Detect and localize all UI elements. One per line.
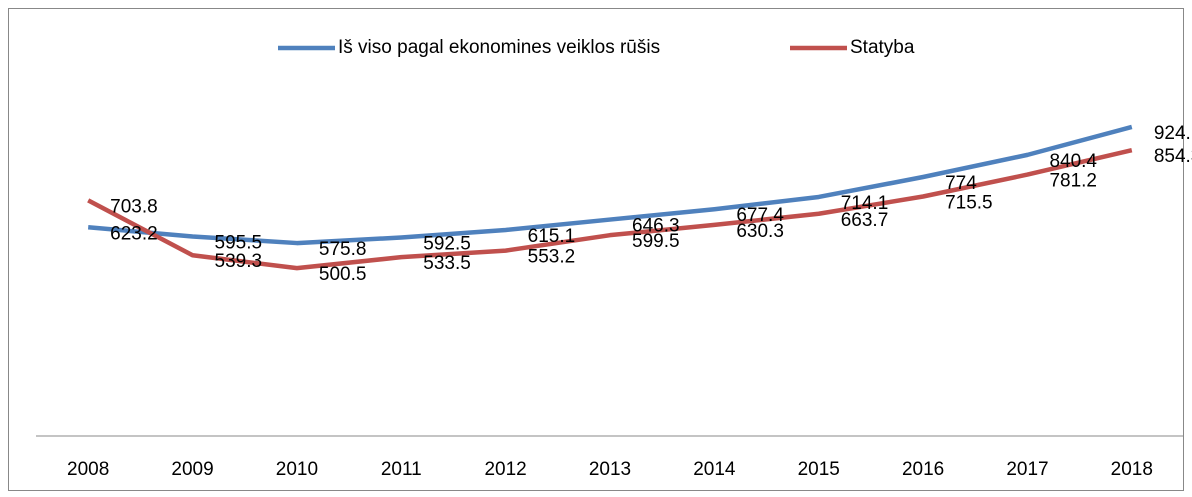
series-line — [87, 148, 1133, 271]
legend-label: Iš viso pagal ekonomines veiklos rūšis — [338, 37, 660, 58]
data-label: 553.2 — [528, 247, 576, 268]
x-tick-label: 2013 — [589, 459, 631, 480]
data-label: 854.3 — [1154, 146, 1192, 167]
x-tick-label: 2008 — [67, 459, 109, 480]
data-label: 592.5 — [423, 234, 471, 255]
data-label: 715.5 — [945, 193, 993, 214]
data-label: 646.3 — [632, 216, 680, 237]
data-label: 539.3 — [215, 251, 263, 272]
data-label: 703.8 — [110, 196, 158, 217]
data-label: 599.5 — [632, 231, 680, 252]
data-label: 714.1 — [841, 193, 889, 214]
legend-label: Statyba — [850, 37, 915, 58]
data-label: 630.3 — [736, 221, 784, 242]
data-label: 677.4 — [736, 205, 784, 226]
x-tick-label: 2018 — [1111, 459, 1153, 480]
x-tick-label: 2009 — [171, 459, 213, 480]
x-tick-label: 2016 — [902, 459, 944, 480]
data-label: 533.5 — [423, 253, 471, 274]
data-label: 500.5 — [319, 264, 367, 285]
x-tick-label: 2017 — [1006, 459, 1048, 480]
x-tick-label: 2015 — [798, 459, 840, 480]
data-label: 575.8 — [319, 239, 367, 260]
x-tick-label: 2011 — [381, 459, 422, 480]
data-label: 781.2 — [1049, 171, 1097, 192]
data-label: 924.1 — [1154, 123, 1192, 144]
data-label: 595.5 — [215, 233, 263, 254]
data-label: 623.2 — [110, 223, 158, 244]
x-tick-label: 2012 — [484, 459, 526, 480]
data-label: 615.1 — [528, 226, 576, 247]
data-label: 774 — [945, 173, 977, 194]
data-label: 840.4 — [1049, 151, 1097, 172]
x-tick-label: 2010 — [276, 459, 318, 480]
chart-border — [8, 8, 1184, 491]
series-line — [87, 124, 1133, 246]
x-tick-label: 2014 — [693, 459, 736, 480]
data-label: 663.7 — [841, 210, 889, 231]
